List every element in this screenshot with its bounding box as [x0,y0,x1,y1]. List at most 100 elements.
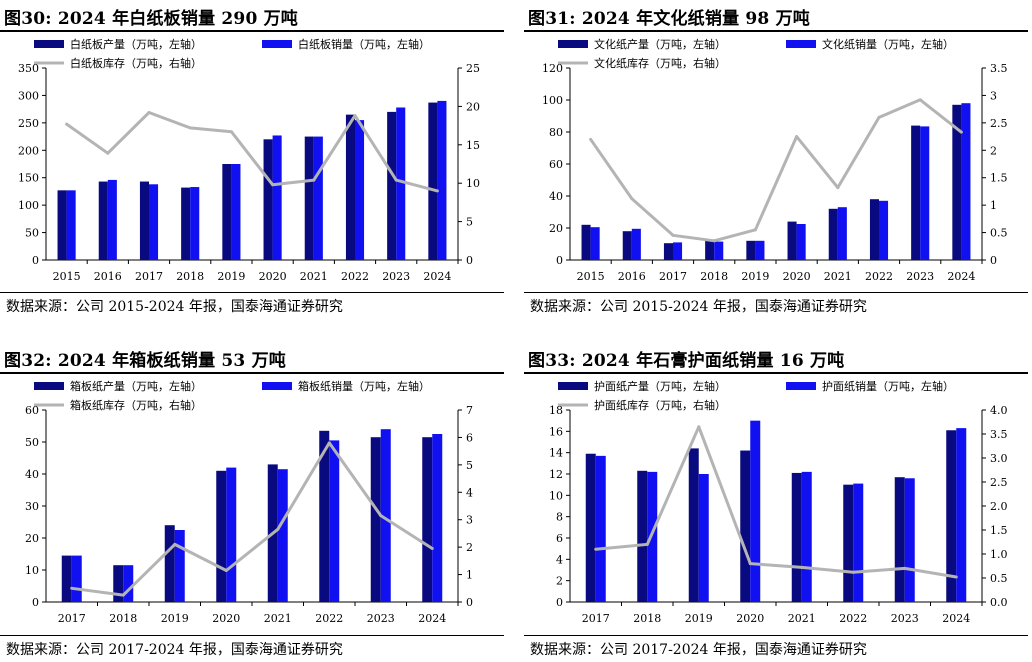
right-tick-label: 0.5 [990,227,1008,240]
x-tick-label: 2021 [824,270,852,283]
inventory-point [753,228,757,232]
production-bar [216,470,227,602]
sales-bar [355,120,365,260]
x-tick-label: 2020 [259,270,287,283]
inventory-point [121,593,125,597]
right-tick-label: 7 [466,404,473,417]
sales-bar [226,467,237,602]
x-tick-label: 2024 [423,270,451,283]
x-tick-label: 2017 [659,270,687,283]
figure-30-source: 数据来源：公司 2015-2024 年报，国泰海通证券研究 [6,299,343,315]
sales-bar [590,227,600,260]
left-tick-label: 120 [542,62,563,75]
inventory-point [748,562,752,566]
inventory-line [65,111,438,193]
sales-bar [698,474,709,602]
right-tick-label: 2.5 [990,476,1008,489]
figure-32-panel: 图32: 2024 年箱板纸销量 53 万吨 箱板纸产量（万吨，左轴） 箱板纸销量… [0,342,504,662]
inventory-point [435,189,439,193]
production-bar [370,437,381,602]
inventory-point [106,151,110,155]
production-bar [164,525,175,602]
inventory-point [65,122,69,126]
production-bar [705,240,715,260]
figure-31-panel: 图31: 2024 年文化纸销量 98 万吨 文化纸产量（万吨，左轴） 文化纸销量… [524,0,1032,330]
x-tick-label: 2021 [300,270,328,283]
production-bar [263,139,273,260]
legend-sales-label: 白纸板销量（万吨，左轴） [298,37,430,51]
inventory-point [712,239,716,243]
sales-bar [595,455,606,602]
left-tick-label: 0 [32,596,39,609]
left-tick-label: 0 [556,254,563,267]
left-tick-label: 18 [549,404,563,417]
legend-production-label: 箱板纸产量（万吨，左轴） [70,379,202,393]
right-tick-label: 0.0 [990,596,1008,609]
right-tick-label: 25 [466,62,480,75]
left-tick-label: 14 [549,447,563,460]
x-tick-label: 2020 [783,270,811,283]
sales-bar [149,184,159,260]
right-tick-label: 2.0 [990,500,1008,513]
left-tick-label: 250 [18,117,39,130]
left-tick-label: 40 [25,468,39,481]
left-tick-label: 80 [549,126,563,139]
inventory-point [353,114,357,118]
legend-production-swatch [558,40,588,48]
inventory-point [959,130,963,134]
left-tick-label: 50 [25,227,39,240]
production-bar [946,430,957,602]
production-bar [828,208,838,260]
production-bar [428,102,438,260]
figure-33-panel: 图33: 2024 年石膏护面纸销量 16 万吨 护面纸产量（万吨，左轴） 护面纸… [524,342,1032,662]
figure-32-source: 数据来源：公司 2017-2024 年报，国泰海通证券研究 [6,642,343,658]
x-tick-label: 2016 [618,270,646,283]
x-tick-label: 2023 [382,270,410,283]
right-tick-label: 2.5 [990,117,1008,130]
inventory-line [595,425,957,579]
left-tick-label: 200 [18,144,39,157]
x-tick-label: 2022 [865,270,893,283]
production-bar [387,111,397,260]
x-tick-label: 2018 [109,612,137,625]
left-tick-label: 100 [542,94,563,107]
x-tick-label: 2022 [315,612,343,625]
figure-33-source: 数据来源：公司 2017-2024 年报，国泰海通证券研究 [530,642,867,658]
inventory-point [918,98,922,102]
x-tick-label: 2019 [741,270,769,283]
left-tick-label: 60 [549,158,563,171]
x-tick-label: 2023 [891,612,919,625]
production-bar [581,224,591,260]
production-bar [894,477,905,602]
right-tick-label: 10 [466,177,480,190]
legend-sales-swatch [786,40,816,48]
production-bar [746,240,756,260]
legend-inventory-label: 护面纸库存（万吨，右轴） [594,398,726,412]
inventory-point [276,527,280,531]
left-tick-label: 12 [549,468,563,481]
sales-bar [714,241,724,260]
inventory-point [630,197,634,201]
production-bar [952,104,962,260]
sales-bar [66,190,76,260]
sales-bar [920,126,930,261]
left-tick-label: 150 [18,172,39,185]
legend-production-label: 白纸板产量（万吨，左轴） [70,37,202,51]
sales-bar [272,135,282,260]
x-tick-label: 2015 [577,270,605,283]
x-tick-label: 2020 [212,612,240,625]
production-bar [139,181,149,260]
legend-production-swatch [34,382,64,390]
inventory-point [645,542,649,546]
sales-bar [801,471,812,602]
right-tick-label: 2 [466,541,473,554]
inventory-point [589,137,593,141]
figure-32-bottom-rule [0,635,504,636]
right-tick-label: 5 [466,216,473,229]
figure-32-title: 图32: 2024 年箱板纸销量 53 万吨 [4,351,286,371]
production-bar [181,187,191,260]
left-tick-label: 0 [556,596,563,609]
x-tick-label: 2024 [947,270,975,283]
figure-30-panel: 图30: 2024 年白纸板销量 290 万吨 白纸板产量（万吨，左轴） 白纸板销… [0,0,504,330]
inventory-point [877,115,881,119]
